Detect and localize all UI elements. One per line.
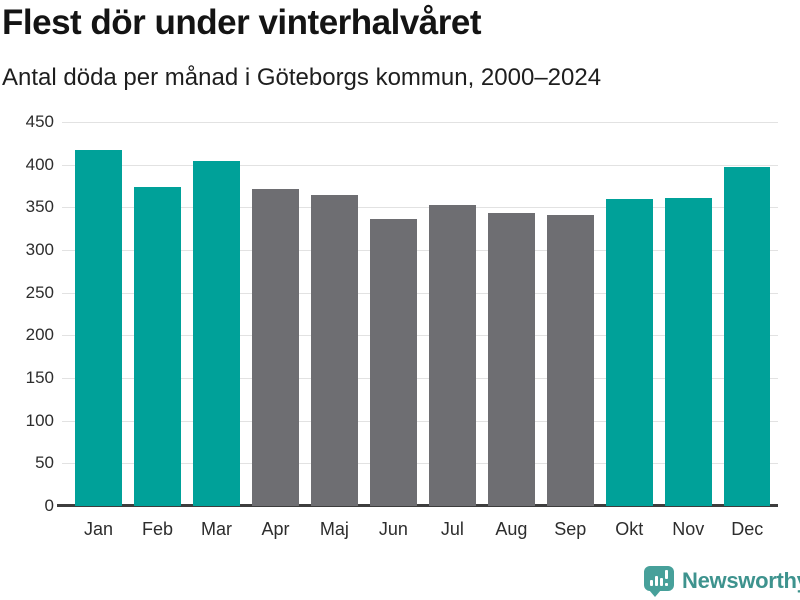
y-tick-label: 400 [25, 154, 54, 174]
chart-subtitle: Antal döda per månad i Göteborgs kommun,… [2, 64, 602, 91]
logo-exclamation-icon [665, 570, 668, 579]
y-tick-label: 200 [25, 325, 54, 345]
gridline-450 [62, 122, 778, 123]
x-tick-label-aug: Aug [495, 519, 528, 539]
y-tick-label: 300 [25, 240, 54, 259]
y-tick-label: 250 [25, 282, 54, 302]
logo-bubble-tail [649, 590, 661, 597]
bar-aug [488, 213, 535, 506]
x-tick-label-feb: Feb [142, 519, 174, 539]
x-tick-label-okt: Okt [615, 519, 644, 539]
y-tick-label: 450 [25, 112, 54, 131]
gridline-250 [62, 292, 778, 294]
bar-okt [606, 198, 653, 506]
bar-jan [75, 150, 122, 506]
x-tick-label-maj: Maj [319, 519, 349, 539]
x-tick-label-sep: Sep [554, 519, 587, 539]
bar-mar [193, 161, 240, 506]
plot-area [57, 122, 778, 507]
gridline-350 [62, 207, 778, 209]
y-tick-label: 350 [25, 197, 54, 217]
chart-title: Flest dör under vinterhalvåret [2, 3, 482, 42]
gridline-300 [62, 250, 778, 251]
x-tick-label-jun: Jun [378, 519, 408, 539]
newsworthy-logo-icon [644, 566, 674, 597]
gridline-100 [62, 420, 778, 422]
newsworthy-wordmark: Newsworthy [682, 568, 800, 593]
x-tick-label-mar: Mar [200, 519, 232, 539]
x-tick-label-dec: Dec [731, 519, 764, 539]
gridline-50 [62, 463, 778, 465]
gridline-150 [62, 378, 778, 379]
bar-sep [547, 215, 594, 506]
newsworthy-logo[interactable]: Newsworthy [644, 566, 800, 598]
y-tick-label: 150 [25, 368, 54, 387]
bar-dec [723, 167, 771, 506]
y-tick-label: 50 [35, 453, 54, 473]
y-tick-label: 0 [44, 496, 54, 515]
bar-apr [252, 188, 299, 506]
x-tick-label-nov: Nov [672, 519, 705, 539]
gridline-400 [62, 164, 778, 166]
bar-feb [134, 186, 181, 506]
bar-jun [370, 219, 417, 506]
logo-bar-chart-icon [650, 580, 653, 586]
x-axis-line [57, 504, 778, 507]
x-tick-label-jan: Jan [84, 519, 114, 539]
bar-maj [311, 194, 358, 506]
bar-nov [665, 197, 712, 506]
bar-jul [429, 204, 476, 506]
gridline-200 [62, 335, 778, 337]
x-tick-label-jul: Jul [440, 519, 464, 539]
x-tick-label-apr: Apr [261, 519, 290, 539]
y-tick-label: 100 [25, 410, 54, 430]
